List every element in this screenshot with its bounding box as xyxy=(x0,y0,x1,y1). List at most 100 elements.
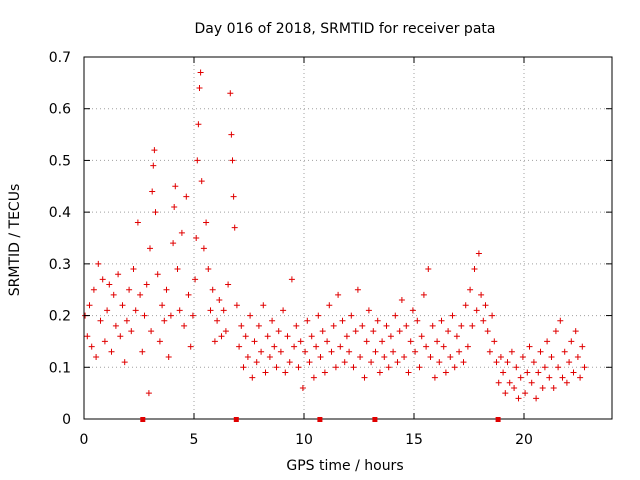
data-point xyxy=(486,348,493,355)
data-point xyxy=(570,369,577,376)
data-point xyxy=(86,302,93,309)
data-point xyxy=(189,312,196,319)
data-point xyxy=(176,307,183,314)
data-point xyxy=(139,348,146,355)
data-point xyxy=(495,379,502,386)
data-point xyxy=(568,338,575,345)
x-tick-label: 10 xyxy=(295,432,313,448)
data-point xyxy=(297,338,304,345)
data-point xyxy=(238,322,245,329)
data-point xyxy=(209,286,216,293)
data-point xyxy=(352,328,359,335)
data-point xyxy=(548,353,555,360)
data-point xyxy=(306,359,313,366)
data-point xyxy=(244,353,251,360)
data-point xyxy=(405,369,412,376)
data-point xyxy=(579,343,586,350)
red-marker xyxy=(495,417,501,422)
data-point xyxy=(442,369,449,376)
data-point xyxy=(436,359,443,366)
tick-labels: 0 0.1 0.2 0.3 0.4 0.5 0.6 0.7 0 5 10 15 20 xyxy=(49,50,533,448)
data-point xyxy=(324,338,331,345)
data-point xyxy=(273,364,280,371)
data-point xyxy=(148,328,155,335)
data-point xyxy=(440,343,447,350)
data-point xyxy=(429,322,436,329)
data-point xyxy=(572,328,579,335)
data-point xyxy=(412,348,419,355)
data-point xyxy=(293,322,300,329)
data-point xyxy=(84,333,91,340)
data-point xyxy=(409,307,416,314)
data-point xyxy=(392,312,399,319)
data-point xyxy=(416,364,423,371)
data-point xyxy=(462,302,469,309)
data-point xyxy=(203,219,210,226)
data-point xyxy=(544,338,551,345)
data-point xyxy=(552,328,559,335)
data-point xyxy=(88,343,95,350)
y-tick-label: 0.1 xyxy=(49,360,71,376)
data-point xyxy=(328,348,335,355)
data-point xyxy=(502,390,509,397)
data-point xyxy=(115,271,122,278)
data-point xyxy=(398,297,405,304)
data-point xyxy=(469,322,476,329)
data-point xyxy=(187,343,194,350)
data-point xyxy=(403,322,410,329)
data-point xyxy=(478,291,485,298)
data-point xyxy=(163,286,170,293)
red-marker xyxy=(140,417,146,422)
data-point xyxy=(200,245,207,252)
data-point xyxy=(418,333,425,340)
data-point xyxy=(185,291,192,298)
data-point xyxy=(220,307,227,314)
data-point xyxy=(211,338,218,345)
data-point xyxy=(104,307,111,314)
data-point xyxy=(321,369,328,376)
data-point xyxy=(537,348,544,355)
data-point xyxy=(286,359,293,366)
data-point xyxy=(216,297,223,304)
y-tick-label: 0.2 xyxy=(49,309,71,325)
data-point xyxy=(165,353,172,360)
data-point xyxy=(332,364,339,371)
data-point xyxy=(308,333,315,340)
data-point xyxy=(137,291,144,298)
data-point xyxy=(365,307,372,314)
data-point xyxy=(522,390,529,397)
plot-frame xyxy=(83,56,613,420)
data-point xyxy=(171,203,178,210)
data-point xyxy=(228,131,235,138)
data-point xyxy=(528,379,535,386)
data-point xyxy=(154,271,161,278)
data-point xyxy=(132,307,139,314)
data-point xyxy=(112,322,119,329)
data-point xyxy=(383,322,390,329)
data-point xyxy=(504,359,511,366)
data-point xyxy=(167,312,174,319)
data-point xyxy=(368,359,375,366)
data-point xyxy=(242,333,249,340)
data-point xyxy=(110,291,117,298)
data-point xyxy=(247,312,254,319)
data-point xyxy=(482,302,489,309)
data-point xyxy=(489,312,496,319)
data-point xyxy=(143,281,150,288)
data-point xyxy=(222,328,229,335)
data-point xyxy=(197,69,204,76)
data-point xyxy=(97,317,104,324)
chart-title: Day 016 of 2018, SRMTID for receiver pat… xyxy=(195,21,496,37)
data-point xyxy=(134,219,141,226)
y-axis-label: SRMTID / TECUs xyxy=(7,184,23,297)
data-point xyxy=(484,328,491,335)
data-point xyxy=(379,338,386,345)
data-point xyxy=(207,307,214,314)
data-point xyxy=(121,359,128,366)
data-point xyxy=(128,328,135,335)
data-point xyxy=(130,266,137,273)
data-point xyxy=(93,353,100,360)
data-point xyxy=(304,317,311,324)
data-point xyxy=(251,338,258,345)
